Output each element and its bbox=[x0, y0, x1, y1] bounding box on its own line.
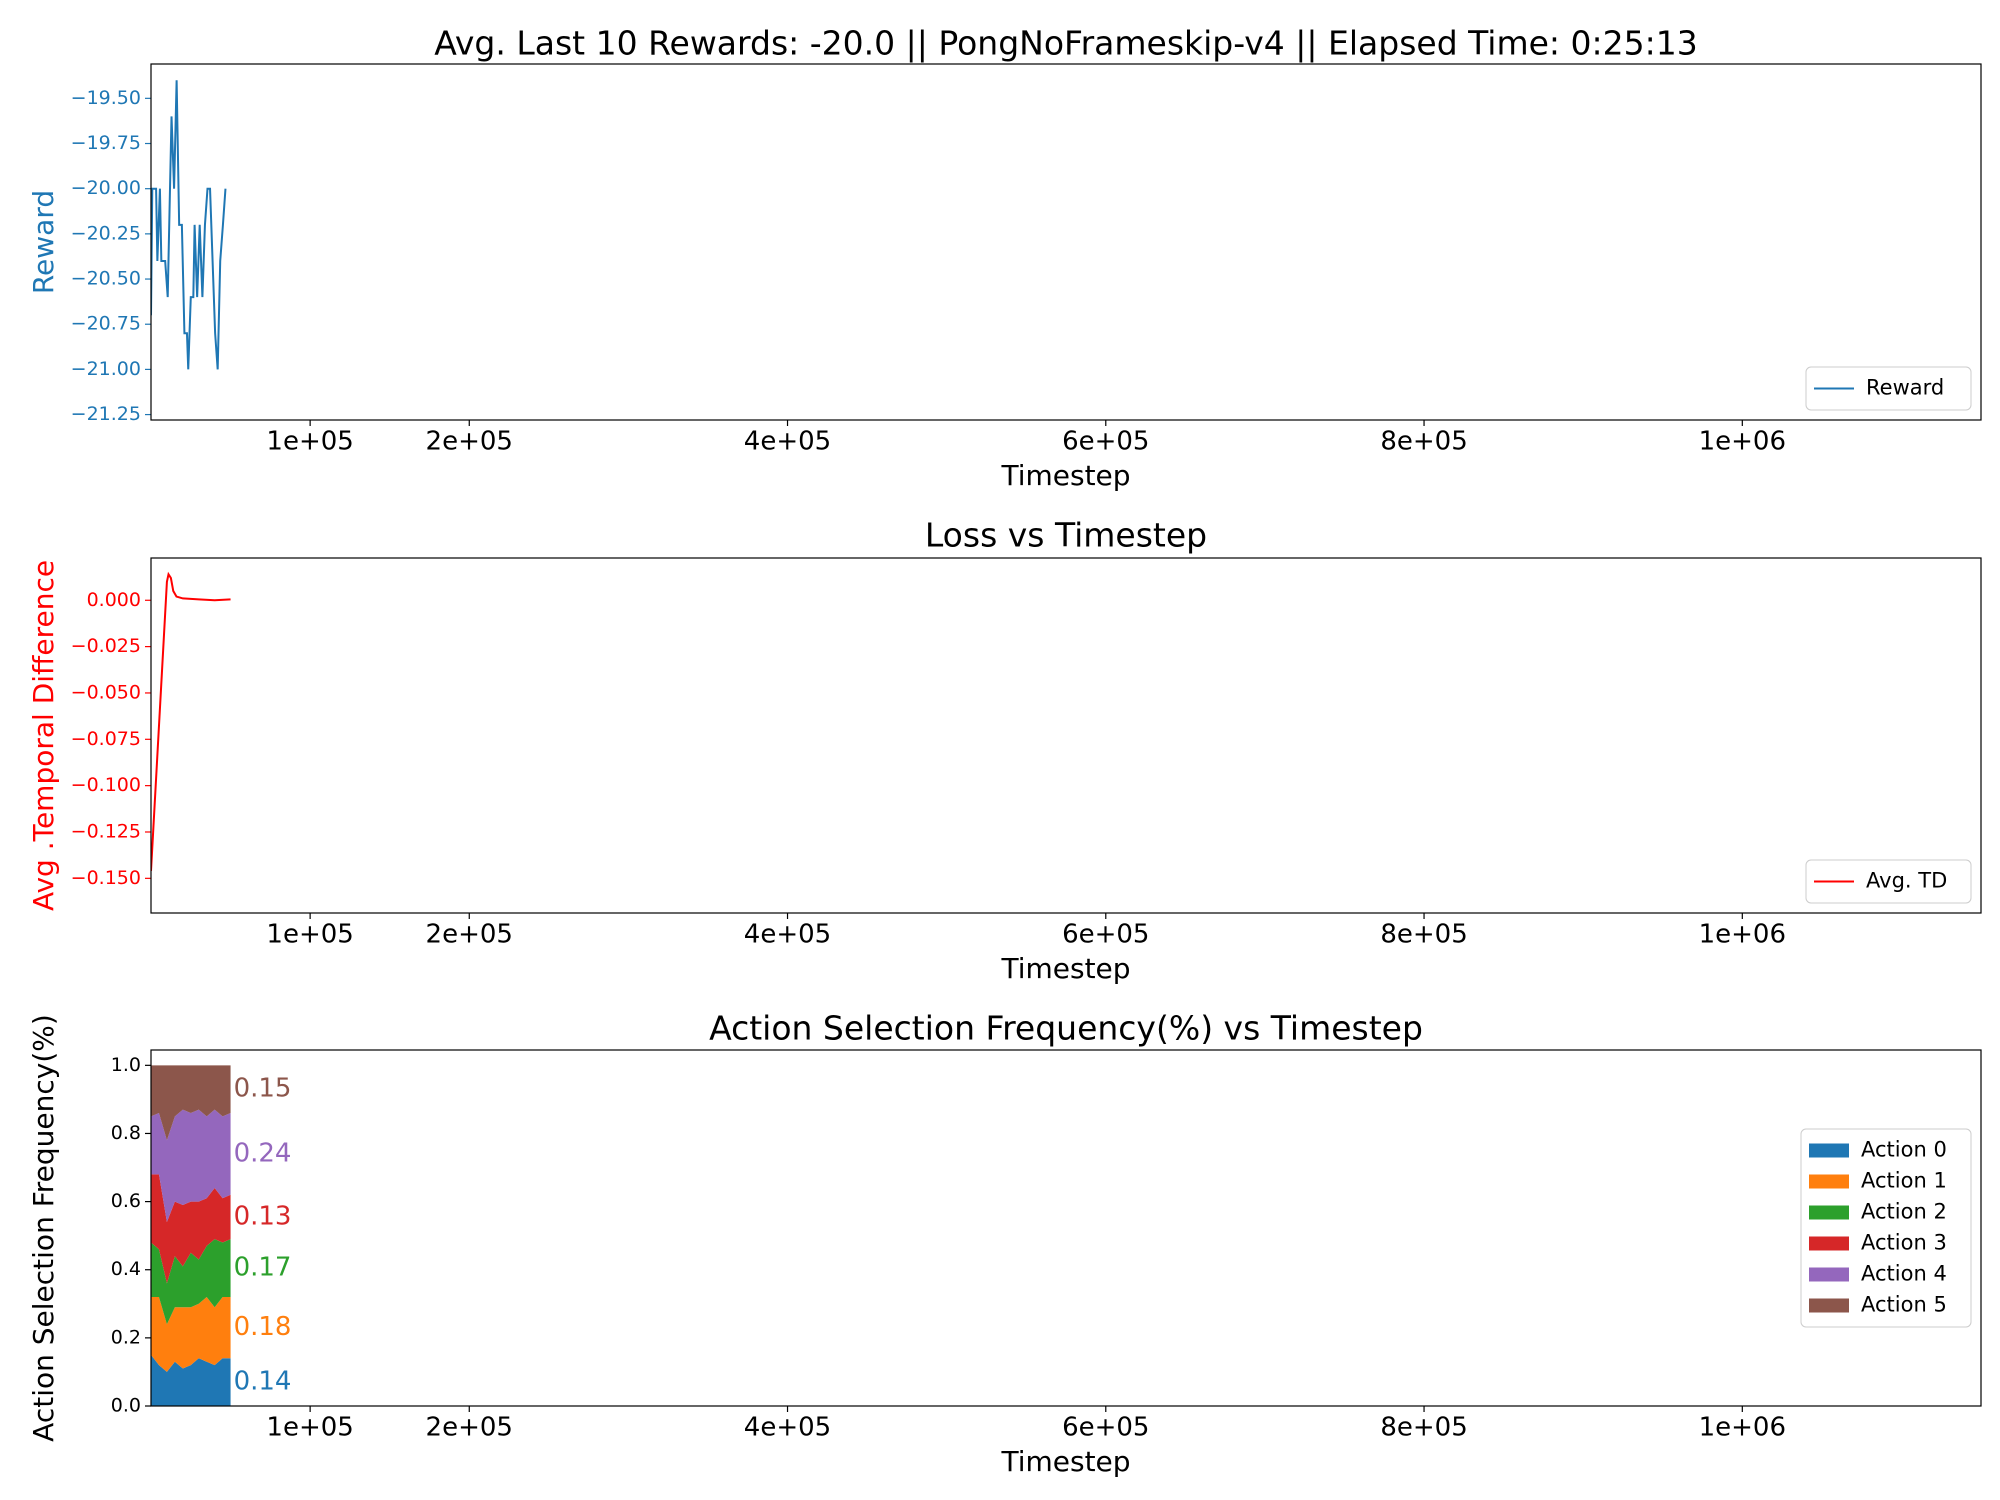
legend-swatch bbox=[1809, 1143, 1849, 1158]
x-tick-label: 1e+05 bbox=[266, 920, 353, 950]
data-area bbox=[151, 1354, 231, 1406]
y-tick-label: 0.000 bbox=[87, 589, 141, 611]
y-tick-label: 1.0 bbox=[111, 1054, 141, 1076]
legend-label: Avg. TD bbox=[1866, 869, 1947, 893]
data-line bbox=[151, 80, 227, 370]
legend-swatch bbox=[1809, 1174, 1849, 1189]
legend-label: Action 1 bbox=[1861, 1169, 1947, 1193]
y-tick-label: −19.50 bbox=[71, 87, 141, 109]
x-tick-label: 1e+06 bbox=[1699, 1413, 1786, 1443]
x-tick-label: 6e+05 bbox=[1062, 920, 1149, 950]
end-label: 0.24 bbox=[234, 1138, 292, 1168]
plot-area bbox=[151, 571, 231, 871]
y-tick-label: −21.25 bbox=[71, 403, 141, 425]
y-tick-label: −0.050 bbox=[71, 681, 141, 703]
legend: Action 0 Action 1 Action 2 Action 3 Action 4… bbox=[1800, 1128, 1972, 1328]
data-area bbox=[151, 1296, 231, 1372]
x-tick-label: 4e+05 bbox=[744, 920, 831, 950]
legend-label: Reward bbox=[1866, 376, 1944, 400]
legend-label: Action 2 bbox=[1861, 1200, 1947, 1224]
y-axis-label: Reward bbox=[27, 190, 60, 294]
data-area bbox=[151, 1239, 231, 1325]
legend-swatch bbox=[1809, 1236, 1849, 1251]
x-axis-label: Timestep bbox=[1000, 952, 1130, 985]
end-label: 0.15 bbox=[234, 1074, 292, 1104]
x-tick-label: 1e+06 bbox=[1699, 427, 1786, 457]
data-area bbox=[151, 1065, 231, 1141]
legend: Avg. TD bbox=[1805, 859, 1972, 904]
y-tick-label: −21.00 bbox=[71, 358, 141, 380]
legend-label: Action 0 bbox=[1861, 1138, 1947, 1162]
chart-title: Loss vs Timestep bbox=[925, 516, 1207, 555]
legend-label: Action 4 bbox=[1861, 1262, 1947, 1286]
legend-box bbox=[1805, 366, 1972, 411]
y-tick-label: −20.75 bbox=[71, 313, 141, 335]
plot-area bbox=[151, 1065, 231, 1406]
legend-box bbox=[1805, 859, 1972, 904]
axes-frame bbox=[150, 557, 1982, 914]
legend-swatch bbox=[1809, 1205, 1849, 1220]
x-tick-label: 1e+05 bbox=[266, 1413, 353, 1443]
data-area bbox=[151, 1174, 231, 1284]
y-tick-label: −0.025 bbox=[71, 635, 141, 657]
y-tick-label: 0.4 bbox=[111, 1258, 141, 1280]
axes-frame bbox=[150, 63, 1982, 421]
axes-frame bbox=[150, 1049, 1982, 1407]
y-tick-label: 0.0 bbox=[111, 1395, 141, 1417]
y-tick-label: 0.6 bbox=[111, 1190, 141, 1212]
x-tick-label: 6e+05 bbox=[1062, 1413, 1149, 1443]
y-tick-label: −20.50 bbox=[71, 268, 141, 290]
chart-title: Avg. Last 10 Rewards: -20.0 || PongNoFra… bbox=[434, 24, 1697, 63]
x-tick-label: 2e+05 bbox=[426, 920, 513, 950]
chart-title: Action Selection Frequency(%) vs Timeste… bbox=[709, 1009, 1423, 1048]
x-tick-label: 8e+05 bbox=[1380, 1413, 1467, 1443]
end-label: 0.17 bbox=[234, 1253, 292, 1283]
data-area bbox=[151, 1109, 231, 1223]
y-axis-label: Action Selection Frequency(%) bbox=[27, 1014, 60, 1442]
x-tick-label: 4e+05 bbox=[744, 1413, 831, 1443]
x-tick-label: 2e+05 bbox=[426, 427, 513, 457]
y-tick-label: −0.150 bbox=[71, 867, 141, 889]
x-tick-label: 8e+05 bbox=[1380, 427, 1467, 457]
y-tick-label: −0.075 bbox=[71, 728, 141, 750]
x-tick-label: 4e+05 bbox=[744, 427, 831, 457]
x-tick-label: 2e+05 bbox=[426, 1413, 513, 1443]
data-line bbox=[151, 571, 231, 871]
y-tick-label: −0.125 bbox=[71, 820, 141, 842]
x-axis-label: Timestep bbox=[1000, 1445, 1130, 1478]
y-tick-label: −19.75 bbox=[71, 132, 141, 154]
legend-label: Action 5 bbox=[1861, 1293, 1947, 1317]
x-tick-label: 6e+05 bbox=[1062, 427, 1149, 457]
x-tick-label: 1e+06 bbox=[1699, 920, 1786, 950]
legend-label: Action 3 bbox=[1861, 1231, 1947, 1255]
y-axis-label: Avg .Temporal Difference bbox=[27, 560, 60, 911]
end-label: 0.14 bbox=[234, 1367, 292, 1397]
end-label: 0.13 bbox=[234, 1201, 292, 1231]
y-tick-label: 0.8 bbox=[111, 1122, 141, 1144]
y-tick-label: 0.2 bbox=[111, 1326, 141, 1348]
y-tick-label: −0.100 bbox=[71, 774, 141, 796]
legend-swatch bbox=[1809, 1267, 1849, 1282]
x-tick-label: 1e+05 bbox=[266, 427, 353, 457]
legend: Reward bbox=[1805, 366, 1972, 411]
end-label: 0.18 bbox=[234, 1312, 292, 1342]
y-tick-label: −20.25 bbox=[71, 222, 141, 244]
y-tick-label: −20.00 bbox=[71, 177, 141, 199]
plot-area bbox=[151, 80, 227, 370]
x-axis-label: Timestep bbox=[1000, 459, 1130, 492]
legend-swatch bbox=[1809, 1298, 1849, 1313]
x-tick-label: 8e+05 bbox=[1380, 920, 1467, 950]
